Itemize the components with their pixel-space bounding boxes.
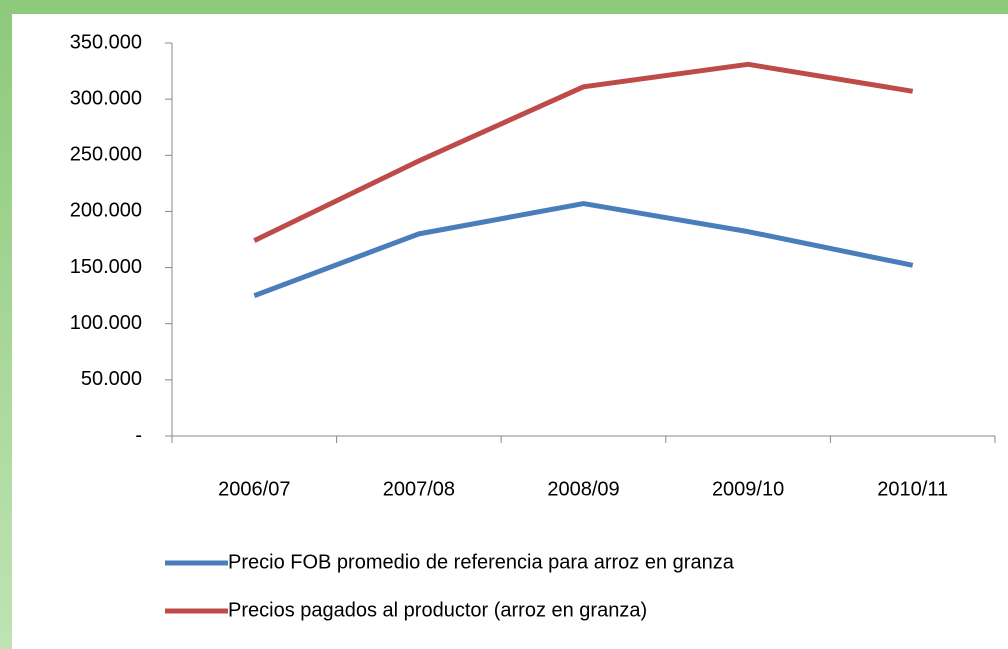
series-line: [253, 201, 914, 298]
y-tick-label: 300.000: [70, 87, 142, 109]
x-tick-label: 2009/10: [712, 478, 784, 500]
y-tick-label: 150.000: [70, 256, 142, 278]
y-tick-label: 100.000: [70, 312, 142, 334]
y-tick-label: 350.000: [70, 31, 142, 53]
y-tick-label: 250.000: [70, 144, 142, 166]
x-tick-label: 2010/11: [877, 478, 948, 500]
legend-label: Precios pagados al productor (arroz en g…: [228, 599, 647, 621]
series-line: [253, 61, 914, 243]
legend-label: Precio FOB promedio de referencia para a…: [228, 551, 735, 573]
y-tick-label: 50.000: [81, 368, 142, 390]
y-tick-label: 200.000: [70, 200, 142, 222]
y-tick-label: -: [135, 424, 142, 446]
x-tick-label: 2007/08: [383, 478, 455, 500]
x-tick-label: 2008/09: [547, 478, 619, 500]
x-tick-label: 2006/07: [218, 478, 290, 500]
